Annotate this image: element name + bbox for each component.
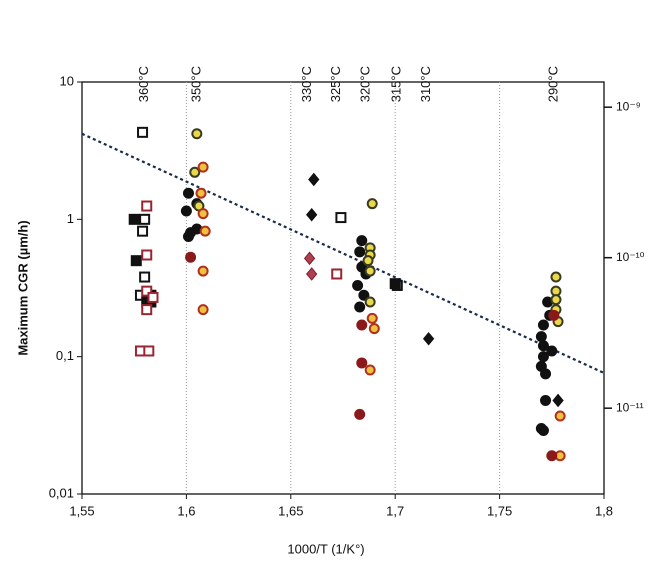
x-tick-label: 1,75 — [487, 503, 512, 518]
x-tick-label: 1,55 — [69, 503, 94, 518]
circle-marker — [366, 198, 378, 210]
circle-marker — [356, 235, 368, 247]
circle-marker — [180, 205, 192, 217]
circle-marker — [356, 357, 368, 369]
top-tick-label: 310°C — [418, 66, 433, 102]
top-tick-label: 320°C — [357, 66, 372, 102]
top-tick-label: 330°C — [299, 66, 314, 102]
square-marker — [141, 249, 153, 261]
circle-marker — [182, 230, 194, 242]
circle-marker — [546, 345, 558, 357]
top-tick-label: 325°C — [328, 66, 343, 102]
circle-marker — [364, 364, 376, 376]
square-marker — [141, 200, 153, 212]
top-tick-label: 360°C — [136, 66, 151, 102]
circle-marker — [537, 424, 549, 436]
circle-marker — [540, 368, 552, 380]
square-marker — [147, 291, 159, 303]
circle-marker — [537, 351, 549, 363]
square-marker — [137, 126, 149, 138]
y2-tick-label: 10⁻¹⁰ — [616, 250, 645, 264]
circle-marker — [364, 265, 376, 277]
square-marker — [389, 278, 401, 290]
circle-marker — [182, 187, 194, 199]
circle-marker — [354, 408, 366, 420]
circle-marker — [352, 279, 364, 291]
circle-marker — [189, 166, 201, 178]
square-marker — [143, 345, 155, 357]
circle-marker — [195, 187, 207, 199]
plot-frame — [81, 81, 605, 495]
y-tick-label: 0,01 — [49, 485, 74, 500]
y2-tick-label: 10⁻⁹ — [616, 99, 641, 113]
square-marker — [335, 212, 347, 224]
circle-marker — [550, 271, 562, 283]
circle-marker — [356, 319, 368, 331]
x-tick-label: 1,6 — [177, 503, 195, 518]
circle-marker — [548, 309, 560, 321]
square-marker — [139, 271, 151, 283]
y-axis-label: Maximum CGR (µm/h) — [15, 220, 30, 355]
diamond-marker — [552, 393, 564, 408]
diamond-marker — [306, 207, 318, 222]
circle-marker — [554, 410, 566, 422]
circle-marker — [537, 319, 549, 331]
circle-marker — [364, 296, 376, 308]
circle-marker — [540, 394, 552, 406]
circle-marker — [191, 128, 203, 140]
square-marker — [128, 213, 140, 225]
square-marker — [331, 268, 343, 280]
circle-marker — [354, 246, 366, 258]
circle-marker — [546, 450, 558, 462]
circle-marker — [197, 265, 209, 277]
circle-marker — [550, 294, 562, 306]
circle-marker — [197, 304, 209, 316]
square-marker — [141, 304, 153, 316]
top-tick-label: 350°C — [188, 66, 203, 102]
square-marker — [137, 225, 149, 237]
y-tick-label: 0,1 — [56, 348, 74, 363]
circle-marker — [185, 251, 197, 263]
square-marker — [141, 285, 153, 297]
circle-marker — [358, 289, 370, 301]
diamond-marker — [308, 172, 320, 187]
y-tick-label: 1 — [67, 211, 74, 226]
circle-marker — [197, 208, 209, 220]
circle-marker — [199, 225, 211, 237]
trend-line — [81, 132, 605, 375]
circle-marker — [354, 301, 366, 313]
circle-marker — [366, 312, 378, 324]
x-tick-label: 1,8 — [595, 503, 613, 518]
x-tick-label: 1,65 — [278, 503, 303, 518]
x-tick-label: 1,7 — [386, 503, 404, 518]
x-axis-label: 1000/T (1/K°) — [287, 541, 364, 556]
square-marker — [139, 213, 151, 225]
y-tick-label: 10 — [60, 73, 74, 88]
circle-marker — [368, 323, 380, 335]
square-marker — [130, 255, 142, 267]
diamond-marker — [306, 267, 318, 281]
circle-marker — [362, 255, 374, 267]
circle-marker — [537, 340, 549, 352]
diamond-marker — [422, 331, 435, 346]
y2-tick-label: 10⁻¹¹ — [616, 400, 644, 414]
top-tick-label: 290°C — [545, 66, 560, 102]
diamond-marker — [303, 251, 316, 266]
top-tick-label: 315°C — [389, 66, 404, 102]
circle-marker — [535, 331, 547, 343]
circle-marker — [197, 161, 209, 173]
